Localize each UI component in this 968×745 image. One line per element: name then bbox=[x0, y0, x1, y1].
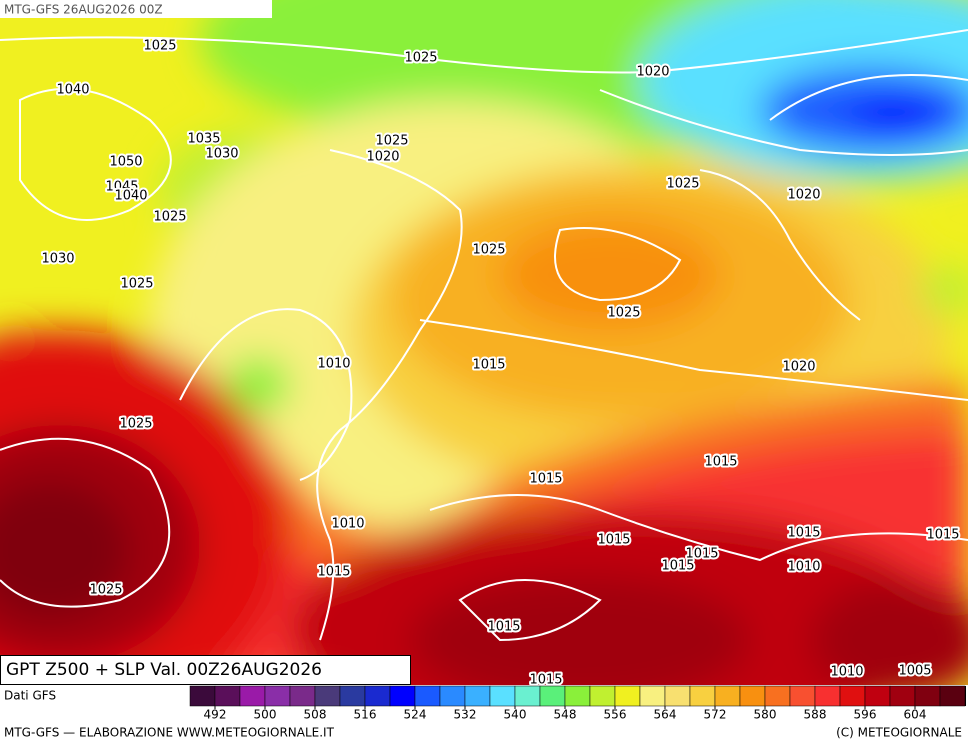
isobar-label: 1015 bbox=[597, 533, 630, 548]
legend-swatch bbox=[389, 685, 416, 707]
legend-swatch bbox=[214, 685, 241, 707]
legend-swatch bbox=[589, 685, 616, 707]
legend-swatch bbox=[689, 685, 716, 707]
isobar-label: 1050 bbox=[109, 155, 142, 170]
legend-tick-label: 508 bbox=[304, 708, 327, 722]
legend-swatch bbox=[839, 685, 866, 707]
isobar-label: 1025 bbox=[120, 277, 153, 292]
legend-swatch bbox=[289, 685, 316, 707]
legend-swatch bbox=[965, 686, 966, 706]
isobar-label: 1025 bbox=[143, 39, 176, 54]
isobar-label: 1045 bbox=[105, 180, 138, 195]
legend-swatch bbox=[939, 685, 966, 707]
legend-swatch bbox=[764, 685, 791, 707]
legend-swatch bbox=[739, 685, 766, 707]
isobar-label: 1030 bbox=[41, 252, 74, 267]
legend-swatch bbox=[889, 685, 916, 707]
legend-swatch bbox=[914, 685, 941, 707]
isobar-label: 1025 bbox=[119, 417, 152, 432]
legend-swatch bbox=[789, 685, 816, 707]
legend-tick-label: 596 bbox=[854, 708, 877, 722]
legend-tick-label: 524 bbox=[404, 708, 427, 722]
legend-tick-label: 564 bbox=[654, 708, 677, 722]
isobar-label: 1015 bbox=[529, 472, 562, 487]
legend-tick-label: 492 bbox=[204, 708, 227, 722]
isobar-label: 1015 bbox=[487, 620, 520, 635]
legend-tick-label: 548 bbox=[554, 708, 577, 722]
header-label: MTG-GFS 26AUG2026 00Z bbox=[4, 3, 163, 17]
isobar-label: 1020 bbox=[787, 188, 820, 203]
color-legend: 492 500 508 516 524 532 540 548 556 564 572 580 588 5… bbox=[189, 685, 966, 722]
footer-right: (C) METEOGIORNALE bbox=[836, 726, 962, 740]
isobar-label: 1010 bbox=[787, 560, 820, 575]
legend-tick-label: 604 bbox=[904, 708, 927, 722]
isobar-label: 1025 bbox=[404, 51, 437, 66]
legend-swatch bbox=[239, 685, 266, 707]
isobar-label: 1025 bbox=[666, 177, 699, 192]
isobar-label: 1015 bbox=[704, 455, 737, 470]
isobar-label: 1020 bbox=[782, 360, 815, 375]
isobar-label: 1025 bbox=[607, 306, 640, 321]
isobar-label: 1035 bbox=[187, 132, 220, 147]
title-label: GPT Z500 + SLP Val. 00Z26AUG2026 bbox=[6, 660, 322, 680]
legend-tick-label: 532 bbox=[454, 708, 477, 722]
legend-swatch bbox=[614, 685, 641, 707]
isobar-label: 1040 bbox=[114, 189, 147, 204]
isobar-label: 1015 bbox=[787, 526, 820, 541]
legend-tick-label: 556 bbox=[604, 708, 627, 722]
isobar-label: 1015 bbox=[926, 528, 959, 543]
isobar-label: 1025 bbox=[375, 134, 408, 149]
isobar-label: 1020 bbox=[366, 150, 399, 165]
title-box bbox=[0, 655, 411, 685]
isobar-label: 1040 bbox=[56, 83, 89, 98]
isobar-label: 1015 bbox=[472, 358, 505, 373]
isobar-label: 1030 bbox=[205, 147, 238, 162]
legend-swatch bbox=[264, 685, 291, 707]
legend-tick-label: 572 bbox=[704, 708, 727, 722]
legend-tick-label: 500 bbox=[254, 708, 277, 722]
isobar-label: 1020 bbox=[636, 65, 669, 80]
legend-swatch bbox=[514, 685, 541, 707]
isobar-label: 1025 bbox=[89, 583, 122, 598]
legend-swatch bbox=[664, 685, 691, 707]
isobar-label: 1025 bbox=[153, 210, 186, 225]
legend-swatch bbox=[464, 685, 491, 707]
isobar-label: 1025 bbox=[472, 243, 505, 258]
legend-swatch bbox=[539, 685, 566, 707]
legend-swatch bbox=[339, 685, 366, 707]
legend-swatch bbox=[189, 685, 216, 707]
isobar-label: 1015 bbox=[529, 673, 562, 688]
isobar-label: 1010 bbox=[830, 665, 863, 680]
legend-swatch bbox=[864, 685, 891, 707]
legend-swatch bbox=[439, 685, 466, 707]
legend-swatch bbox=[564, 685, 591, 707]
legend-swatch bbox=[314, 685, 341, 707]
header-box bbox=[0, 0, 272, 18]
legend-swatch bbox=[414, 685, 441, 707]
legend-swatch bbox=[714, 685, 741, 707]
isobar-label: 1015 bbox=[317, 565, 350, 580]
legend-tick-label: 540 bbox=[504, 708, 527, 722]
legend-swatch bbox=[639, 685, 666, 707]
isobar-label: 1005 bbox=[898, 664, 931, 679]
legend-swatch bbox=[489, 685, 516, 707]
legend-tick-label: 588 bbox=[804, 708, 827, 722]
isobars bbox=[0, 29, 968, 642]
isobar-label: 1010 bbox=[331, 517, 364, 532]
legend-tick-label: 580 bbox=[754, 708, 777, 722]
legend-swatch bbox=[814, 685, 841, 707]
isobar-label: 1015 bbox=[661, 559, 694, 574]
legend-label: Dati GFS bbox=[4, 689, 56, 703]
footer-left: MTG-GFS — ELABORAZIONE WWW.METEOGIORNALE… bbox=[4, 726, 335, 740]
isobar-label: 1015 bbox=[685, 547, 718, 562]
isobar-label: 1010 bbox=[317, 357, 350, 372]
legend-swatch bbox=[364, 685, 391, 707]
legend-tick-label: 516 bbox=[354, 708, 377, 722]
